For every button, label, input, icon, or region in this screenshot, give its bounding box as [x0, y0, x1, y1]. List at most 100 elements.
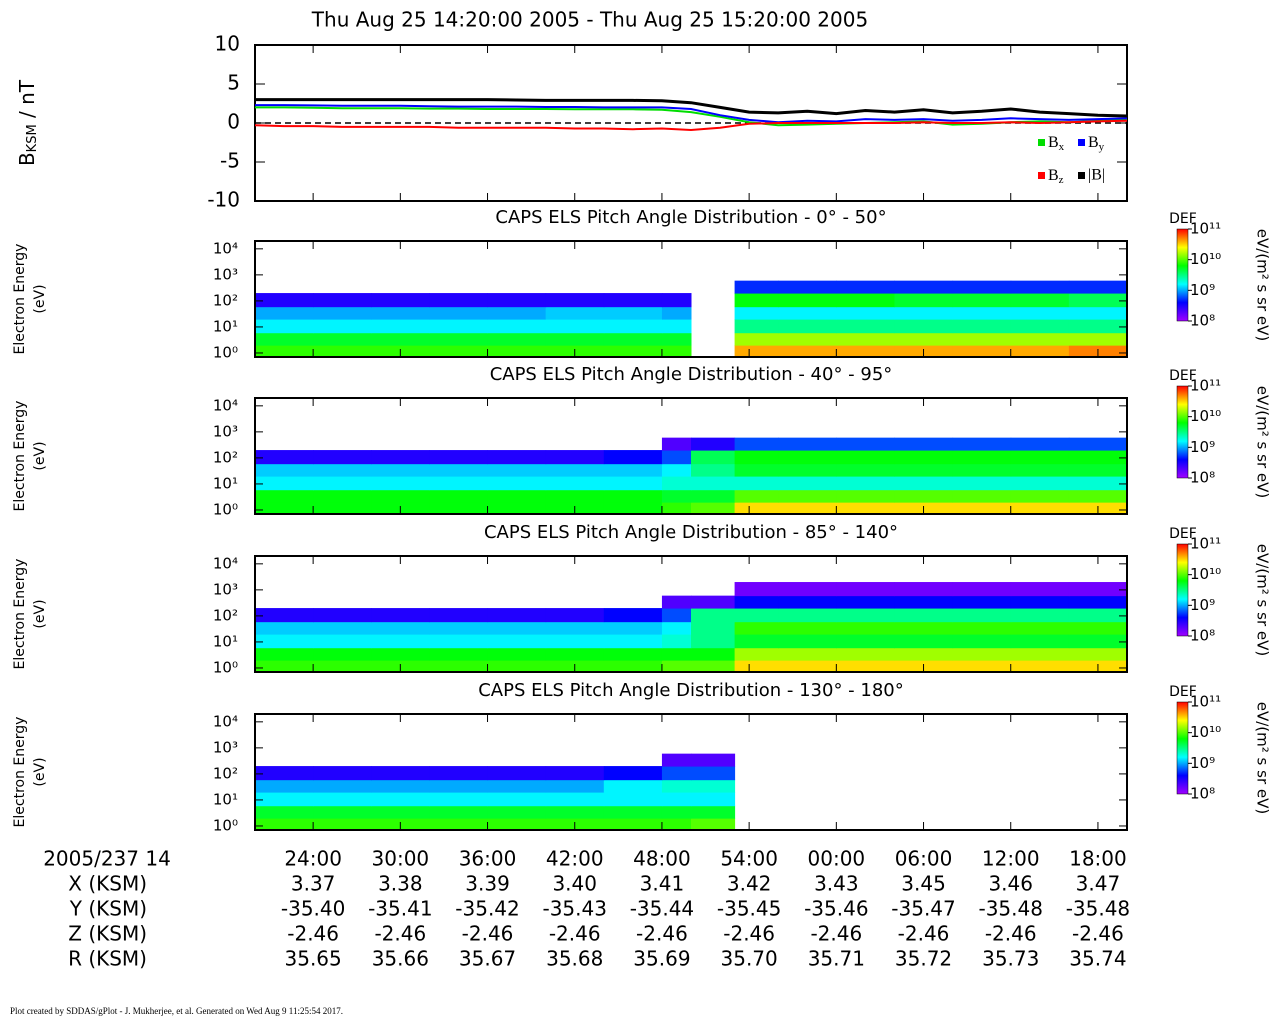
spectrogram-cell — [661, 753, 692, 767]
colorbar-label: DEF — [1169, 526, 1197, 542]
spectrogram-cell — [734, 332, 779, 346]
spectrogram-cell — [255, 319, 314, 334]
spectrogram-cell — [487, 293, 547, 308]
colorbar-tick-label: 10¹¹ — [1190, 693, 1221, 711]
colorbar-label: DEF — [1169, 211, 1197, 227]
spectrogram-cell — [894, 293, 954, 308]
ephemeris-value: 3.47 — [1076, 872, 1121, 896]
spectrogram-cell — [661, 621, 692, 635]
spectrogram-cell — [487, 766, 547, 781]
spectrogram-cell — [313, 805, 372, 819]
ephemeris-row-label: R (KSM) — [68, 947, 147, 971]
spectrogram-cell — [952, 306, 1012, 320]
spectrogram-cell — [603, 345, 663, 358]
colorbar-tick-label: 10⁹ — [1190, 596, 1215, 614]
spectrogram-cell — [371, 608, 430, 623]
spectrogram-cell — [661, 634, 692, 649]
ephemeris-value: 3.43 — [814, 872, 859, 896]
spectrogram-cell — [778, 647, 837, 661]
ephemeris-value: 3.38 — [378, 872, 423, 896]
spectrogram-cell — [836, 450, 895, 465]
y-axis-label: Electron Energy — [12, 717, 28, 828]
spectrogram-cell — [1010, 332, 1070, 346]
colorbar-tick-label: 10¹⁰ — [1190, 565, 1221, 583]
spectrogram-cell — [952, 476, 1012, 491]
y-tick-label: 10 — [215, 32, 240, 56]
spectrogram-cell — [734, 476, 779, 491]
ephemeris-value: -2.46 — [723, 922, 775, 946]
spectrogram-cell — [1068, 306, 1128, 320]
spectrogram-cell — [661, 766, 692, 781]
spectrogram-cell — [487, 463, 547, 477]
spectrogram-cell — [691, 621, 736, 635]
spectrogram-cell — [603, 306, 663, 320]
spectrogram-cell — [429, 660, 489, 673]
spectrogram-cell — [836, 582, 895, 597]
spectrogram-cell — [429, 792, 489, 807]
spectrogram-cell — [691, 476, 736, 491]
colorbar — [1176, 543, 1189, 637]
spectrogram-cell — [836, 280, 895, 294]
spectrogram-cell — [778, 582, 837, 597]
spectrogram-cell — [487, 489, 547, 503]
spectrogram-cell — [255, 476, 314, 491]
spectrogram-cell — [691, 792, 736, 807]
spectrogram-cell — [894, 634, 954, 649]
spectrogram-cell — [545, 792, 605, 807]
spectrogram-cell — [313, 345, 372, 358]
ephemeris-value: -35.46 — [804, 897, 868, 921]
y-axis-label-part: B — [15, 152, 39, 166]
spectrogram-cell — [255, 293, 314, 308]
spectrogram-cell — [255, 489, 314, 503]
spectrogram-cell — [255, 332, 314, 346]
spectrogram-cell — [691, 634, 736, 649]
spectrogram-cell — [255, 792, 314, 807]
colorbar-tick-label: 10¹¹ — [1190, 535, 1221, 553]
spectrogram-cell — [603, 608, 663, 623]
spectrogram-cell — [734, 306, 779, 320]
spectrogram-cell — [734, 608, 779, 623]
spectrogram-cell — [255, 660, 314, 673]
spectrogram-cell — [952, 463, 1012, 477]
spectrogram-cell — [1068, 463, 1128, 477]
spectrogram-cell — [545, 306, 605, 320]
spectrogram-cell — [371, 634, 430, 649]
spectrogram-cell — [734, 450, 779, 465]
spectrogram-cell — [734, 647, 779, 661]
spectrogram-cell — [429, 476, 489, 491]
spectrogram-cell — [313, 647, 372, 661]
spectrogram-cell — [429, 306, 489, 320]
ephemeris-value: -35.45 — [717, 897, 781, 921]
spectrogram-cell — [429, 779, 489, 793]
spectrogram-cell — [691, 647, 736, 661]
spectrogram-cell — [603, 463, 663, 477]
spectrogram-cell — [778, 502, 837, 515]
spectrogram-cell — [545, 293, 605, 308]
spectrogram-cell — [487, 647, 547, 661]
spectrogram-cell — [1068, 319, 1128, 334]
ephemeris-value: -2.46 — [810, 922, 862, 946]
spectrogram-cell — [734, 280, 779, 294]
ephemeris-row-label: Y (KSM) — [69, 897, 147, 921]
panel-title: CAPS ELS Pitch Angle Distribution - 0° -… — [495, 207, 886, 228]
spectrogram-cell — [661, 332, 692, 346]
x-tick-label: 06:00 — [895, 847, 953, 871]
spectrogram-cell — [313, 792, 372, 807]
colorbar — [1176, 385, 1189, 479]
spectrogram-cell — [661, 818, 692, 831]
x-tick-label: 42:00 — [546, 847, 604, 871]
y-tick-label: 10⁰ — [213, 343, 238, 361]
time-axis-label: 2005/237 14 — [43, 847, 171, 871]
spectrogram-cell — [603, 792, 663, 807]
spectrogram-cell — [371, 476, 430, 491]
spectrogram-cell — [836, 332, 895, 346]
spectrogram-cell — [429, 345, 489, 358]
series-line — [255, 104, 1128, 124]
spectrogram-cell — [1010, 621, 1070, 635]
y-tick-label: 10³ — [213, 422, 238, 440]
spectrogram-cell — [661, 502, 692, 515]
spectrogram-cell — [429, 450, 489, 465]
spectrogram-cell — [778, 345, 837, 358]
y-tick-label: 10⁴ — [213, 554, 238, 572]
colorbar-tick-label: 10⁸ — [1190, 785, 1215, 803]
